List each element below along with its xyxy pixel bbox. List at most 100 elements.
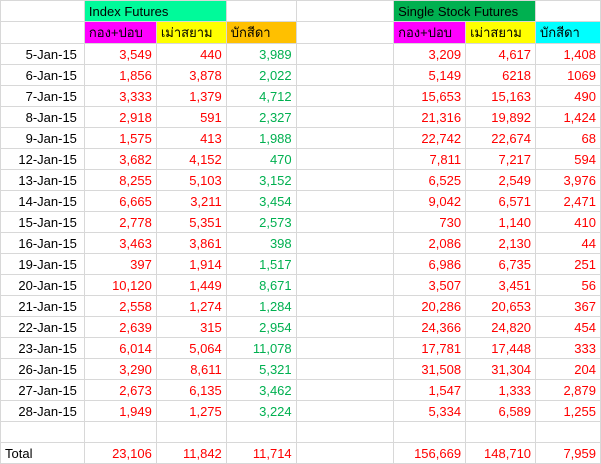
date-cell[interactable]: 14-Jan-15 [0, 190, 85, 212]
value-cell[interactable]: 591 [155, 106, 227, 128]
empty-cell[interactable] [0, 421, 85, 443]
cell-blank[interactable] [295, 21, 395, 44]
value-cell[interactable]: 2,558 [83, 295, 157, 317]
value-cell[interactable]: 15,653 [393, 85, 467, 107]
value-cell[interactable]: 3,462 [225, 379, 297, 401]
empty-cell[interactable] [295, 253, 395, 275]
value-cell[interactable]: 3,454 [225, 190, 297, 212]
value-cell[interactable]: 15,163 [465, 85, 537, 107]
date-cell[interactable]: 20-Jan-15 [0, 274, 85, 296]
empty-cell[interactable] [295, 190, 395, 212]
value-cell[interactable]: 20,286 [393, 295, 467, 317]
value-cell[interactable]: 1,408 [535, 43, 601, 65]
date-cell[interactable]: 9-Jan-15 [0, 127, 85, 149]
value-cell[interactable]: 1,575 [83, 127, 157, 149]
value-cell[interactable]: 2,778 [83, 211, 157, 233]
value-cell[interactable]: 5,149 [393, 64, 467, 86]
value-cell[interactable]: 398 [225, 232, 297, 254]
value-cell[interactable]: 1,914 [155, 253, 227, 275]
value-cell[interactable]: 1,517 [225, 253, 297, 275]
empty-cell[interactable] [295, 442, 395, 464]
value-cell[interactable]: 19,892 [465, 106, 537, 128]
col-header-index-kong-pob[interactable]: กอง+ปอบ [83, 21, 157, 44]
col-header-index-bak-sida[interactable]: บักสีดา [225, 21, 297, 44]
value-cell[interactable]: 3,209 [393, 43, 467, 65]
empty-cell[interactable] [295, 379, 395, 401]
value-cell[interactable]: 410 [535, 211, 601, 233]
empty-cell[interactable] [295, 295, 395, 317]
date-cell[interactable]: 27-Jan-15 [0, 379, 85, 401]
value-cell[interactable]: 3,861 [155, 232, 227, 254]
value-cell[interactable]: 2,022 [225, 64, 297, 86]
value-cell[interactable]: 11,078 [225, 337, 297, 359]
empty-cell[interactable] [295, 316, 395, 338]
value-cell[interactable]: 17,448 [465, 337, 537, 359]
value-cell[interactable]: 2,549 [465, 169, 537, 191]
value-cell[interactable]: 2,918 [83, 106, 157, 128]
empty-cell[interactable] [295, 337, 395, 359]
value-cell[interactable]: 251 [535, 253, 601, 275]
date-cell[interactable]: 8-Jan-15 [0, 106, 85, 128]
empty-cell[interactable] [393, 421, 467, 443]
value-cell[interactable]: 2,130 [465, 232, 537, 254]
value-cell[interactable]: 594 [535, 148, 601, 170]
value-cell[interactable]: 44 [535, 232, 601, 254]
value-cell[interactable]: 1,274 [155, 295, 227, 317]
value-cell[interactable]: 6,986 [393, 253, 467, 275]
value-cell[interactable]: 3,224 [225, 400, 297, 422]
date-cell[interactable]: 12-Jan-15 [0, 148, 85, 170]
value-cell[interactable]: 1,424 [535, 106, 601, 128]
value-cell[interactable]: 3,989 [225, 43, 297, 65]
value-cell[interactable]: 6,589 [465, 400, 537, 422]
value-cell[interactable]: 4,152 [155, 148, 227, 170]
value-cell[interactable]: 3,549 [83, 43, 157, 65]
value-cell[interactable]: 2,639 [83, 316, 157, 338]
value-cell[interactable]: 490 [535, 85, 601, 107]
empty-cell[interactable] [535, 421, 601, 443]
value-cell[interactable]: 1,449 [155, 274, 227, 296]
empty-cell[interactable] [295, 232, 395, 254]
date-cell[interactable]: 7-Jan-15 [0, 85, 85, 107]
empty-cell[interactable] [295, 106, 395, 128]
empty-cell[interactable] [295, 43, 395, 65]
value-cell[interactable]: 24,366 [393, 316, 467, 338]
cell-blank[interactable] [0, 0, 85, 22]
value-cell[interactable]: 6218 [465, 64, 537, 86]
value-cell[interactable]: 2,879 [535, 379, 601, 401]
col-header-index-mao-siam[interactable]: เม่าสยาม [155, 21, 227, 44]
value-cell[interactable]: 3,682 [83, 148, 157, 170]
value-cell[interactable]: 470 [225, 148, 297, 170]
date-cell[interactable]: 22-Jan-15 [0, 316, 85, 338]
value-cell[interactable]: 24,820 [465, 316, 537, 338]
value-cell[interactable]: 5,103 [155, 169, 227, 191]
total-value-cell[interactable]: 156,669 [393, 442, 467, 464]
date-cell[interactable]: 6-Jan-15 [0, 64, 85, 86]
date-cell[interactable]: 23-Jan-15 [0, 337, 85, 359]
date-cell[interactable]: 13-Jan-15 [0, 169, 85, 191]
value-cell[interactable]: 315 [155, 316, 227, 338]
cell-blank[interactable] [535, 0, 601, 22]
date-cell[interactable]: 5-Jan-15 [0, 43, 85, 65]
date-cell[interactable]: 15-Jan-15 [0, 211, 85, 233]
empty-cell[interactable] [225, 421, 297, 443]
col-header-ssf-mao-siam[interactable]: เม่าสยาม [465, 21, 537, 44]
value-cell[interactable]: 3,290 [83, 358, 157, 380]
total-value-cell[interactable]: 11,842 [155, 442, 227, 464]
value-cell[interactable]: 8,611 [155, 358, 227, 380]
value-cell[interactable]: 204 [535, 358, 601, 380]
value-cell[interactable]: 1,275 [155, 400, 227, 422]
value-cell[interactable]: 3,463 [83, 232, 157, 254]
value-cell[interactable]: 10,120 [83, 274, 157, 296]
total-label-cell[interactable]: Total [0, 442, 85, 464]
empty-cell[interactable] [295, 358, 395, 380]
value-cell[interactable]: 2,573 [225, 211, 297, 233]
value-cell[interactable]: 1,988 [225, 127, 297, 149]
total-value-cell[interactable]: 7,959 [535, 442, 601, 464]
cell-blank[interactable] [0, 21, 85, 44]
cell-blank[interactable] [225, 0, 297, 22]
value-cell[interactable]: 6,571 [465, 190, 537, 212]
empty-cell[interactable] [155, 421, 227, 443]
value-cell[interactable]: 1,547 [393, 379, 467, 401]
single-stock-futures-group-header[interactable]: Single Stock Futures [393, 0, 537, 22]
value-cell[interactable]: 333 [535, 337, 601, 359]
